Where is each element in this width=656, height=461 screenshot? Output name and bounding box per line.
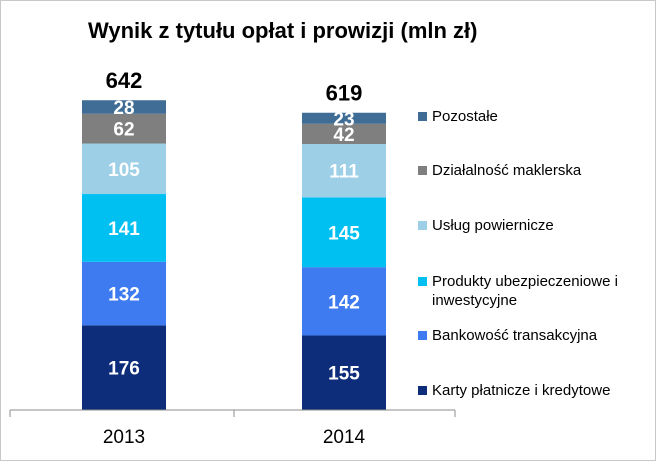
bar-segment [82,325,166,410]
legend: Karty płatnicze i kredytowe Bankowość tra… [418,108,618,399]
legend-label: Pozostałe [432,108,498,125]
data-label: 176 [108,359,140,380]
bar-segment [82,100,166,114]
data-label: 42 [333,125,354,146]
data-label: 111 [329,162,359,183]
x-tick-label: 2014 [323,427,366,448]
data-label: 132 [108,285,140,306]
bar-segment [82,194,166,262]
legend-swatch [418,277,427,286]
bar-segment [82,143,166,195]
bar-segment [302,197,386,268]
legend-label: Usług powiernicze [432,217,554,234]
data-label: 23 [333,109,354,130]
bar-segment [302,112,386,124]
chart-title: Wynik z tytułu opłat i prowizji (mln zł) [88,18,477,43]
legend-label: Produkty ubezpieczeniowe i [432,273,618,290]
legend-label: Bankowość transakcyjna [432,327,598,344]
bar-segment [302,123,386,145]
legend-swatch [418,112,427,121]
data-label: 62 [113,120,134,141]
data-label: 155 [328,364,360,385]
bar-segment [302,267,386,336]
data-label: 142 [328,292,360,313]
bar-segment [302,144,386,198]
data-label: 105 [108,160,140,181]
legend-swatch [418,221,427,230]
data-label: 141 [108,219,140,240]
bar-segment [302,335,386,410]
legend-label: inwestycyjne [432,292,517,309]
total-label: 642 [106,68,143,93]
legend-label: Działalność maklerska [432,162,582,179]
data-label: 28 [113,98,134,119]
legend-swatch [418,386,427,395]
bar-segment [82,261,166,326]
legend-label: Karty płatnicze i kredytowe [432,382,610,399]
bar-segment [82,113,166,144]
legend-swatch [418,166,427,175]
data-label: 145 [328,223,360,244]
legend-swatch [418,331,427,340]
total-label: 619 [326,81,363,106]
x-tick-label: 2013 [103,427,145,448]
x-axis: 2013 2014 [9,409,456,448]
